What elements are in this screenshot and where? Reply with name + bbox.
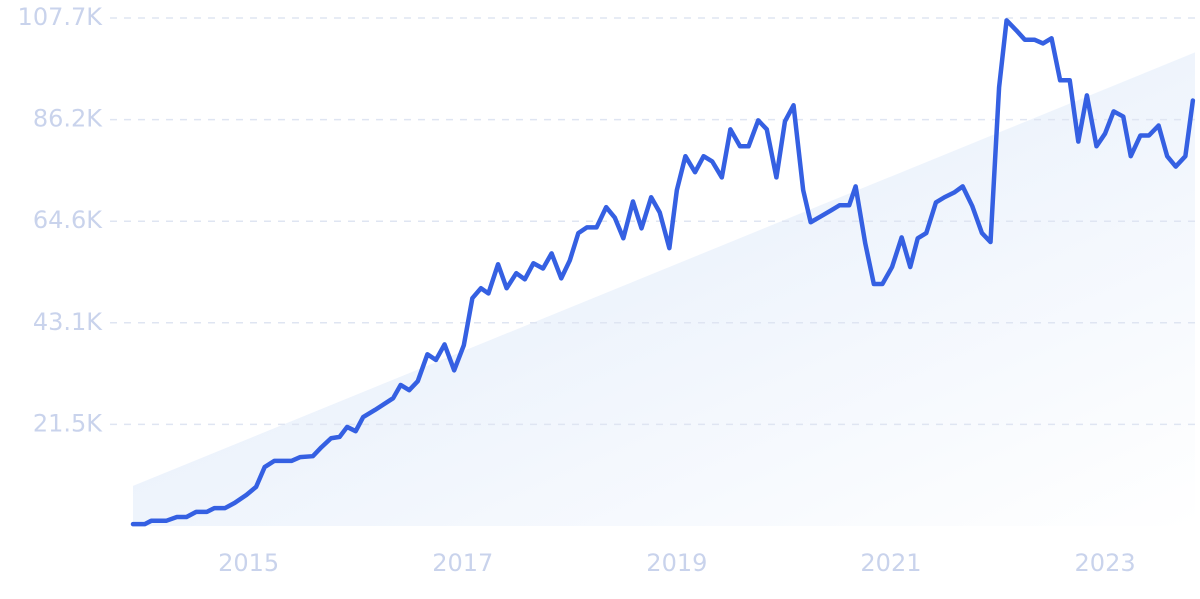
y-tick-label: 86.2K bbox=[33, 105, 103, 133]
x-tick-label: 2017 bbox=[432, 549, 493, 577]
x-tick-label: 2023 bbox=[1075, 549, 1136, 577]
y-tick-label: 43.1K bbox=[33, 308, 103, 336]
x-tick-label: 2015 bbox=[218, 549, 279, 577]
x-tick-label: 2021 bbox=[860, 549, 921, 577]
y-tick-label: 21.5K bbox=[33, 409, 103, 437]
y-tick-label: 64.6K bbox=[33, 206, 103, 234]
line bbox=[130, 18, 1196, 527]
trend-area bbox=[133, 52, 1195, 527]
y-tick-label: 107.7K bbox=[18, 3, 104, 31]
x-tick-label: 2019 bbox=[646, 549, 707, 577]
